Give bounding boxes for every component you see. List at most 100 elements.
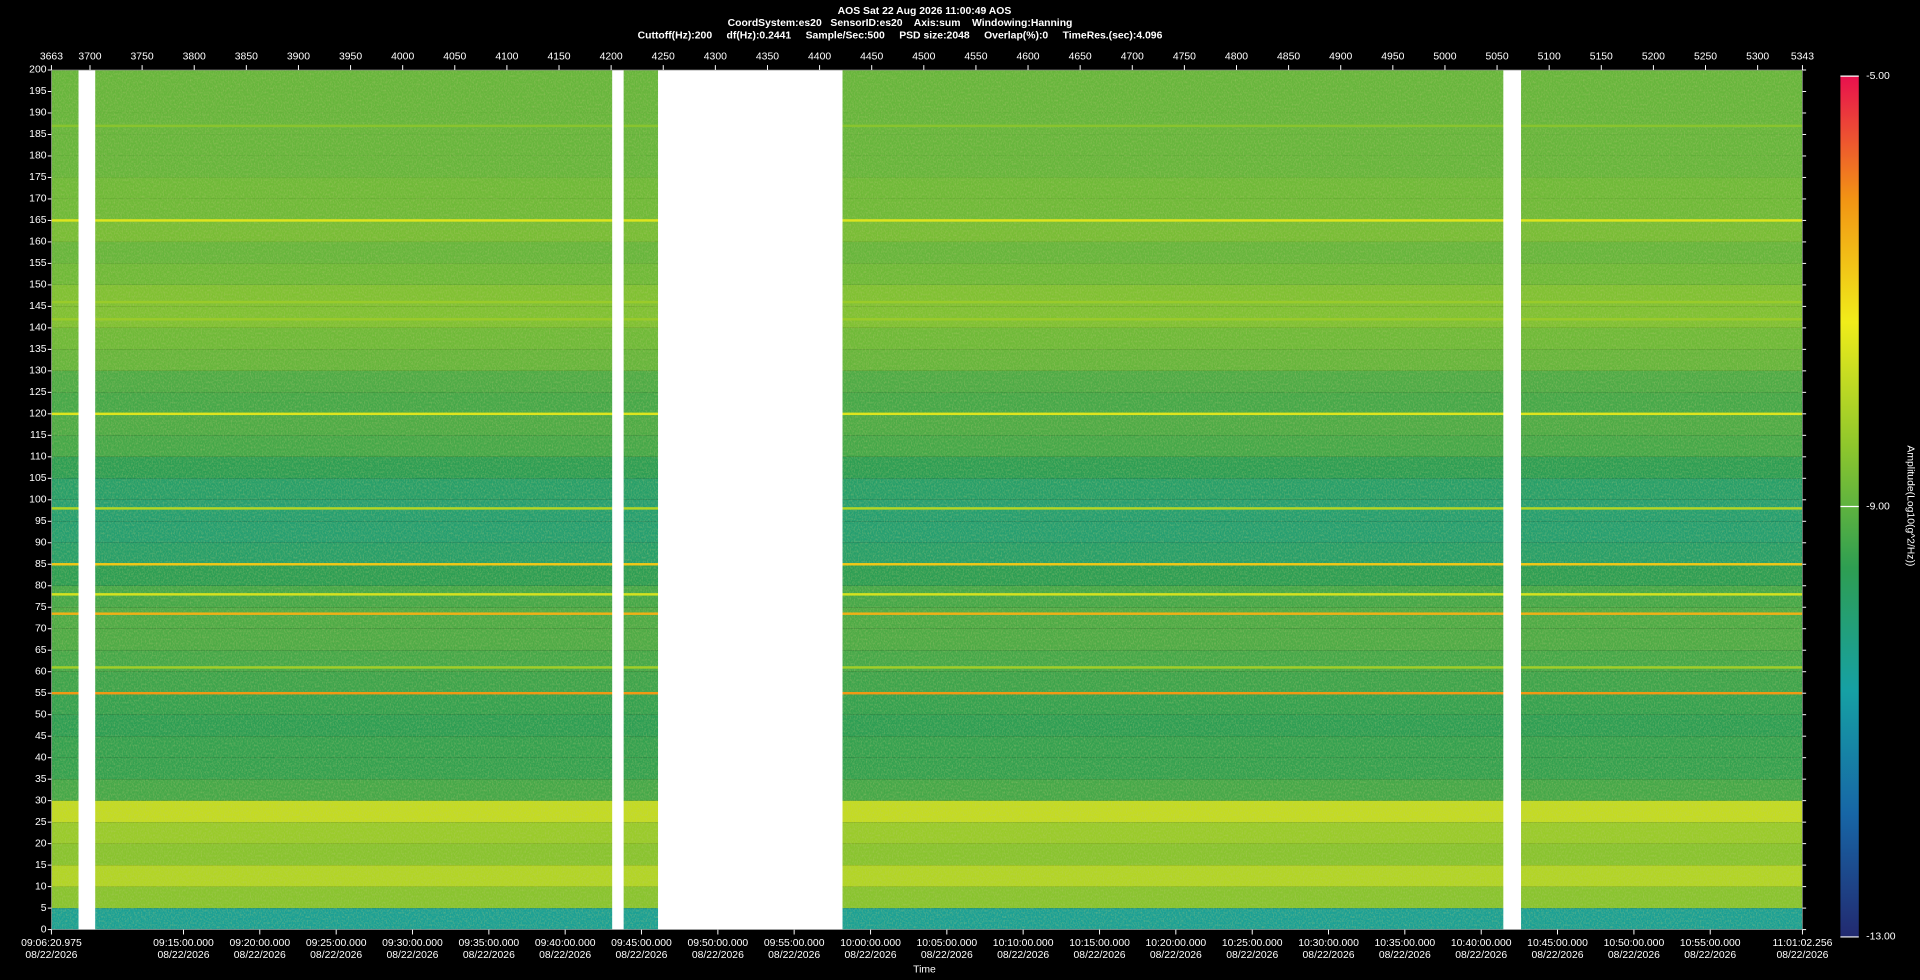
x-tick-label: 09:50:00.000 xyxy=(688,938,749,949)
x-top-tick-label: 3950 xyxy=(339,51,362,62)
x-top-tick-label: 5000 xyxy=(1433,51,1456,62)
x-tick-date: 08/22/2026 xyxy=(1379,950,1431,961)
x-top-tick-label: 4200 xyxy=(600,51,623,62)
x-tick-label: 09:06:20.975 xyxy=(21,938,82,949)
y-tick-label: 195 xyxy=(29,86,47,97)
y-tick-label: 110 xyxy=(30,452,47,463)
x-tick-date: 08/22/2026 xyxy=(1684,950,1736,961)
y-tick-label: 135 xyxy=(29,344,47,355)
y-tick-label: 175 xyxy=(29,172,47,183)
x-tick-date: 08/22/2026 xyxy=(845,950,897,961)
x-top-tick-label: 5050 xyxy=(1486,51,1509,62)
y-tick-label: 70 xyxy=(35,623,47,634)
tonal-line xyxy=(51,300,1803,304)
x-top-tick-label: 4450 xyxy=(860,51,883,62)
x-top-tick-label: 5300 xyxy=(1746,51,1769,62)
x-tick-label: 10:35:00.000 xyxy=(1374,938,1435,949)
x-tick-label: 10:40:00.000 xyxy=(1451,938,1512,949)
x-tick-label: 09:45:00.000 xyxy=(611,938,672,949)
x-tick-label: 11:01:02.256 xyxy=(1772,938,1832,949)
x-top-tick-label: 4500 xyxy=(912,51,935,62)
y-tick-label: 25 xyxy=(35,817,47,828)
y-tick-label: 10 xyxy=(35,881,47,892)
x-top-tick-label: 4000 xyxy=(391,51,414,62)
y-tick-label: 185 xyxy=(29,129,47,140)
x-top-tick-label: 3850 xyxy=(235,51,258,62)
x-top-tick-label: 4350 xyxy=(756,51,779,62)
y-tick-label: 60 xyxy=(35,666,47,677)
x-top-tick-label: 4650 xyxy=(1069,51,1092,62)
x-tick-date: 08/22/2026 xyxy=(1776,950,1828,961)
x-tick-label: 10:30:00.000 xyxy=(1298,938,1359,949)
x-tick-date: 08/22/2026 xyxy=(157,950,209,961)
tonal-line xyxy=(51,563,1803,566)
y-tick-label: 115 xyxy=(30,430,47,441)
x-axis-label: Time xyxy=(913,965,936,976)
y-tick-label: 85 xyxy=(35,559,47,570)
settings-text: Cuttoff(Hz):200 df(Hz):0.2441 Sample/Sec… xyxy=(638,30,1163,41)
x-top-tick-label: 4300 xyxy=(704,51,727,62)
x-top-tick-label: 4750 xyxy=(1173,51,1196,62)
y-tick-label: 130 xyxy=(29,366,47,377)
colorbar-tick-label: -9.00 xyxy=(1866,501,1890,512)
tonal-line xyxy=(51,666,1803,669)
tonal-line xyxy=(51,593,1803,596)
y-tick-label: 165 xyxy=(29,215,47,226)
x-tick-label: 09:55:00.000 xyxy=(764,938,825,949)
x-top-tick-label: 4850 xyxy=(1277,51,1300,62)
x-tick-date: 08/22/2026 xyxy=(997,950,1049,961)
x-top-tick-label: 3900 xyxy=(287,51,310,62)
y-tick-label: 20 xyxy=(35,838,47,849)
y-tick-label: 160 xyxy=(29,237,47,248)
noise-texture xyxy=(51,70,1803,930)
chart-title: AOS Sat 22 Aug 2026 11:00:49 AOS xyxy=(838,6,1012,17)
y-tick-label: 200 xyxy=(29,65,47,76)
y-tick-label: 140 xyxy=(29,323,47,334)
tonal-line xyxy=(51,691,1803,695)
tonal-line xyxy=(51,318,1803,321)
x-tick-label: 10:10:00.000 xyxy=(993,938,1054,949)
x-top-tick-label: 4900 xyxy=(1329,51,1352,62)
colorbar-tick-label: -5.00 xyxy=(1866,71,1890,82)
chart-subtitle: CoordSystem:es20 SensorID:es20 Axis:sum … xyxy=(728,18,1073,29)
x-tick-label: 09:40:00.000 xyxy=(535,938,596,949)
x-tick-label: 10:00:00.000 xyxy=(840,938,901,949)
y-tick-label: 30 xyxy=(35,795,47,806)
x-tick-label: 09:15:00.000 xyxy=(153,938,214,949)
x-top-tick-label: 5343 xyxy=(1791,51,1814,62)
x-tick-date: 08/22/2026 xyxy=(310,950,362,961)
y-tick-label: 50 xyxy=(35,709,47,720)
data-gap xyxy=(658,70,843,930)
x-top-tick-label: 4050 xyxy=(443,51,466,62)
y-tick-label: 125 xyxy=(29,387,47,398)
x-tick-label: 10:25:00.000 xyxy=(1222,938,1283,949)
y-tick-label: 5 xyxy=(41,903,47,914)
x-tick-date: 08/22/2026 xyxy=(1532,950,1584,961)
tonal-line xyxy=(51,412,1803,416)
colorbar-label: Amplitude(Log10(g^2/Hz)) xyxy=(1904,445,1915,566)
tonal-line xyxy=(51,507,1803,510)
x-tick-date: 08/22/2026 xyxy=(463,950,515,961)
x-tick-date: 08/22/2026 xyxy=(692,950,744,961)
x-tick-label: 10:50:00.000 xyxy=(1604,938,1665,949)
x-top-tick-label: 4100 xyxy=(495,51,518,62)
x-tick-label: 10:45:00.000 xyxy=(1527,938,1588,949)
y-tick-label: 180 xyxy=(29,151,47,162)
x-top-tick-label: 3700 xyxy=(78,51,101,62)
y-tick-label: 120 xyxy=(29,409,47,420)
x-tick-date: 08/22/2026 xyxy=(1608,950,1660,961)
x-tick-date: 08/22/2026 xyxy=(615,950,667,961)
x-tick-date: 08/22/2026 xyxy=(1150,950,1202,961)
x-tick-date: 08/22/2026 xyxy=(386,950,438,961)
colorbar-tick-label: -13.00 xyxy=(1866,932,1896,943)
x-tick-label: 09:30:00.000 xyxy=(382,938,443,949)
x-top-tick-label: 4700 xyxy=(1121,51,1144,62)
x-tick-label: 10:15:00.000 xyxy=(1069,938,1130,949)
x-tick-date: 08/22/2026 xyxy=(768,950,820,961)
x-tick-date: 08/22/2026 xyxy=(539,950,591,961)
x-top-tick-label: 5250 xyxy=(1694,51,1717,62)
y-tick-label: 155 xyxy=(29,258,47,269)
data-gap xyxy=(1503,70,1522,930)
data-gap xyxy=(78,70,96,930)
